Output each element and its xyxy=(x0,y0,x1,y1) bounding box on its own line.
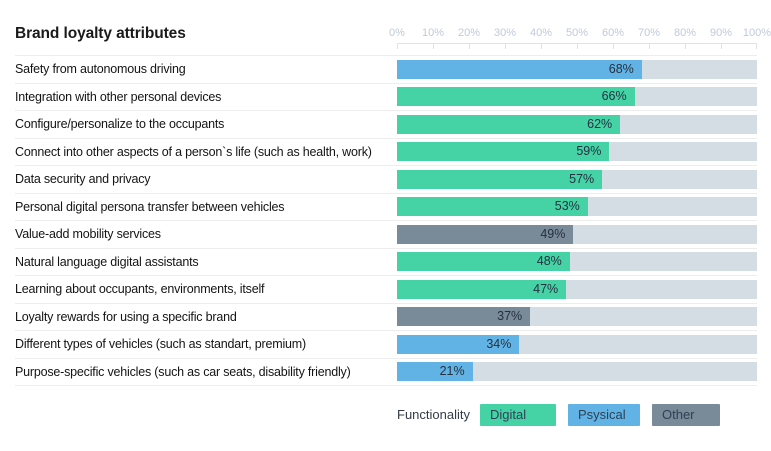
row-label: Configure/personalize to the occupants xyxy=(15,117,225,132)
bar-value-label: 47% xyxy=(533,281,559,296)
axis-tick-mark xyxy=(469,44,470,49)
chart-row: Value-add mobility services 49% xyxy=(15,221,757,249)
axis-tick-label: 30% xyxy=(493,27,517,39)
axis-tick-mark xyxy=(685,44,686,49)
bar-fill: 57% xyxy=(397,169,603,189)
chart-row: Configure/personalize to the occupants 62… xyxy=(15,111,757,139)
chart-row: Personal digital persona transfer betwee… xyxy=(15,194,757,221)
axis-tick-label: 40% xyxy=(529,27,553,39)
legend-title: Functionality xyxy=(397,407,470,422)
bar-fill: 48% xyxy=(397,252,570,272)
bar-value-label: 53% xyxy=(554,199,580,214)
axis-tick-mark xyxy=(721,44,722,49)
bar-value-label: 59% xyxy=(576,144,602,159)
bar-value-label: 21% xyxy=(439,364,465,379)
bar-track: 21% xyxy=(397,362,757,382)
bar-track: 53% xyxy=(397,197,757,217)
row-label: Learning about occupants, environments, … xyxy=(15,282,265,297)
bar-fill: 59% xyxy=(397,142,610,162)
axis-tick-label: 10% xyxy=(421,27,445,39)
axis-tick-mark xyxy=(397,44,398,49)
legend: Functionality Digital Psysical Other xyxy=(0,404,771,426)
row-label: Loyalty rewards for using a specific bra… xyxy=(15,309,237,324)
row-label: Purpose-specific vehicles (such as car s… xyxy=(15,364,351,379)
bar-fill: 21% xyxy=(397,362,473,382)
bar-fill: 37% xyxy=(397,307,531,327)
bar-track: 48% xyxy=(397,252,757,272)
bar-value-label: 37% xyxy=(497,309,523,324)
row-label: Natural language digital assistants xyxy=(15,254,199,269)
bar-value-label: 68% xyxy=(608,61,634,76)
bar-track: 62% xyxy=(397,114,757,134)
axis-line xyxy=(397,43,757,49)
bar-fill: 47% xyxy=(397,279,567,299)
axis-tick-mark xyxy=(433,44,434,49)
bar-value-label: 57% xyxy=(569,171,595,186)
row-label: Data security and privacy xyxy=(15,172,151,187)
bar-track: 68% xyxy=(397,59,757,79)
chart-row: Integration with other personal devices 6… xyxy=(15,84,757,111)
bar-fill: 62% xyxy=(397,114,621,134)
bar-fill: 53% xyxy=(397,197,588,217)
row-label: Different types of vehicles (such as sta… xyxy=(15,337,306,352)
bar-value-label: 48% xyxy=(536,254,562,269)
chart-row: Loyalty rewards for using a specific bra… xyxy=(15,304,757,331)
chart-rows: Safety from autonomous driving 68% Integra… xyxy=(15,55,757,386)
legend-chip-other[interactable]: Other xyxy=(652,404,720,426)
bar-fill: 34% xyxy=(397,334,520,354)
axis-tick-label: 80% xyxy=(673,27,697,39)
axis-tick-label: 20% xyxy=(457,27,481,39)
bar-fill: 66% xyxy=(397,87,635,107)
bar-track: 49% xyxy=(397,224,757,244)
chart-row: Safety from autonomous driving 68% xyxy=(15,56,757,84)
bar-track: 34% xyxy=(397,334,757,354)
axis-tick-label: 100% xyxy=(742,27,771,39)
axis-tick-label: 50% xyxy=(565,27,589,39)
axis-tick-label: 0% xyxy=(389,27,405,39)
row-label: Personal digital persona transfer betwee… xyxy=(15,199,285,214)
chart-title: Brand loyalty attributes xyxy=(15,25,186,42)
axis-tick-mark xyxy=(505,44,506,49)
axis-tick-label: 90% xyxy=(709,27,733,39)
row-label: Safety from autonomous driving xyxy=(15,62,186,77)
axis-tick-label: 70% xyxy=(637,27,661,39)
bar-track: 57% xyxy=(397,169,757,189)
bar-value-label: 62% xyxy=(587,116,613,131)
bar-track: 66% xyxy=(397,87,757,107)
legend-chip-psysical[interactable]: Psysical xyxy=(568,404,640,426)
axis-tick-label: 60% xyxy=(601,27,625,39)
row-label: Connect into other aspects of a person`s… xyxy=(15,144,372,159)
axis-tick-mark xyxy=(577,44,578,49)
row-label: Integration with other personal devices xyxy=(15,89,222,104)
bar-fill: 68% xyxy=(397,59,642,79)
bar-track: 47% xyxy=(397,279,757,299)
row-label: Value-add mobility services xyxy=(15,227,161,242)
chart-row: Learning about occupants, environments, … xyxy=(15,276,757,304)
legend-chip-digital[interactable]: Digital xyxy=(480,404,556,426)
bar-fill: 49% xyxy=(397,224,574,244)
chart-row: Natural language digital assistants 48% xyxy=(15,249,757,276)
axis-tick-mark xyxy=(756,44,757,49)
axis-tick-mark xyxy=(649,44,650,49)
bar-track: 59% xyxy=(397,142,757,162)
axis-tick-mark xyxy=(541,44,542,49)
bar-value-label: 34% xyxy=(486,336,512,351)
bar-value-label: 49% xyxy=(540,226,566,241)
chart-row: Data security and privacy 57% xyxy=(15,166,757,194)
axis-tick-labels: 0% 10% 20% 30% 40% 50% 60% 70% 80% 90% 100% xyxy=(389,27,771,40)
chart-row: Different types of vehicles (such as sta… xyxy=(15,331,757,359)
axis-tick-mark xyxy=(613,44,614,49)
bar-value-label: 66% xyxy=(601,89,627,104)
chart-row: Connect into other aspects of a person`s… xyxy=(15,139,757,166)
chart-row: Purpose-specific vehicles (such as car s… xyxy=(15,359,757,386)
bar-track: 37% xyxy=(397,307,757,327)
